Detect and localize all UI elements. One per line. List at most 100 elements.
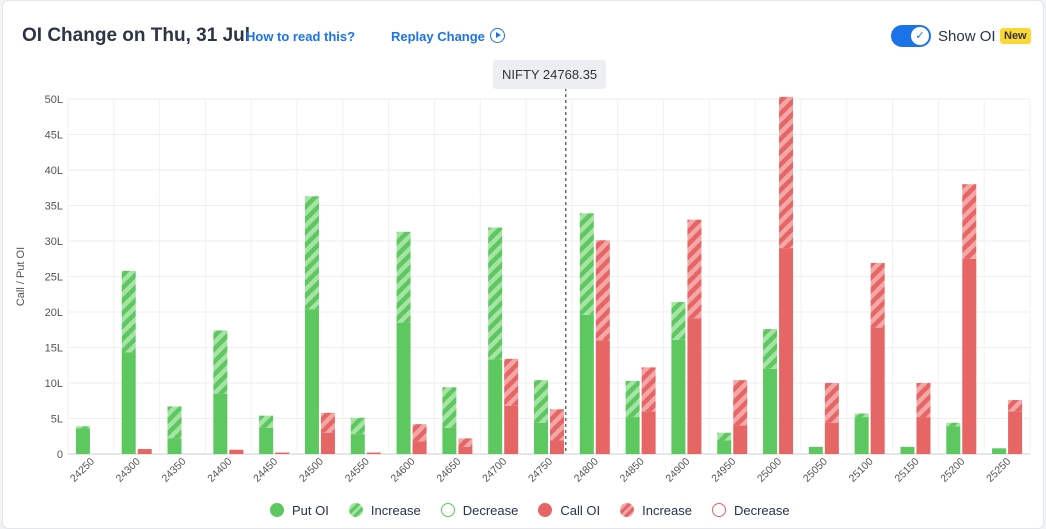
show-oi-toggle[interactable]: ✓ xyxy=(891,25,931,47)
x-tick-label: 24400 xyxy=(205,456,234,485)
x-tick-label: 25150 xyxy=(892,456,921,485)
x-tick-label: 25100 xyxy=(847,456,876,485)
call-oi-bar xyxy=(504,405,519,454)
call-increase-bar xyxy=(779,96,794,249)
put-increase-bar xyxy=(442,387,457,428)
y-tick-label: 35L xyxy=(45,201,63,213)
put-increase-bar xyxy=(579,213,594,315)
put-oi-bar xyxy=(350,434,365,454)
call-increase-bar xyxy=(916,383,931,418)
call-oi-bar xyxy=(779,248,794,454)
call-oi-bar xyxy=(366,452,381,454)
put-increase-bar xyxy=(534,380,548,423)
put-oi-bar xyxy=(854,417,869,454)
legend-item[interactable]: Decrease xyxy=(440,502,519,518)
x-tick-label: 25200 xyxy=(938,456,967,485)
legend-label: Increase xyxy=(370,502,421,518)
put-increase-bar xyxy=(488,227,503,360)
y-tick-label: 30L xyxy=(45,236,63,248)
call-increase-bar xyxy=(733,380,748,426)
x-tick-label: 24700 xyxy=(480,456,509,485)
show-oi-label: Show OI xyxy=(938,28,996,45)
legend-swatch-icon xyxy=(270,503,284,517)
x-tick-label: 24500 xyxy=(297,456,326,485)
put-increase-bar xyxy=(625,380,640,418)
call-oi-bar xyxy=(824,422,839,454)
put-increase-bar xyxy=(763,329,778,369)
call-oi-bar xyxy=(229,449,244,454)
x-tick-label: 24450 xyxy=(251,456,280,485)
put-oi-bar xyxy=(167,438,182,454)
put-increase-bar xyxy=(121,270,136,353)
call-oi-bar xyxy=(641,411,656,454)
y-tick-label: 45L xyxy=(45,130,63,142)
call-oi-bar xyxy=(550,440,564,454)
put-oi-bar xyxy=(808,446,823,454)
legend-item[interactable]: Increase xyxy=(620,503,692,518)
legend-label: Decrease xyxy=(462,502,519,518)
x-tick-label: 24550 xyxy=(343,456,372,485)
put-increase-bar xyxy=(259,415,274,428)
x-tick-label: 25050 xyxy=(801,456,830,485)
call-oi-bar xyxy=(962,258,977,454)
call-increase-bar xyxy=(504,358,519,406)
put-oi-bar xyxy=(763,368,778,454)
put-oi-bar xyxy=(304,309,319,454)
legend-label: Decrease xyxy=(733,502,790,518)
play-circle-icon[interactable] xyxy=(490,28,505,43)
put-oi-bar xyxy=(213,393,228,454)
legend-label: Increase xyxy=(642,502,692,518)
legend-label: Call OI xyxy=(560,502,601,518)
x-tick-label: 25000 xyxy=(755,456,784,485)
call-increase-bar xyxy=(641,367,656,412)
put-increase-bar xyxy=(946,422,961,427)
put-increase-bar xyxy=(213,330,228,394)
call-increase-bar xyxy=(1008,400,1023,412)
y-tick-label: 10L xyxy=(45,378,63,390)
put-oi-bar xyxy=(946,426,961,454)
page-title: OI Change on Thu, 31 Jul xyxy=(22,25,251,46)
spot-price-label: NIFTY 24768.35 xyxy=(493,60,607,89)
put-increase-bar xyxy=(75,426,90,429)
call-increase-bar xyxy=(687,219,702,319)
y-tick-label: 15L xyxy=(45,343,63,355)
call-increase-bar xyxy=(824,383,839,423)
put-oi-bar xyxy=(488,359,503,454)
call-oi-bar xyxy=(137,449,152,454)
put-increase-bar xyxy=(304,196,319,310)
how-to-read-link[interactable]: How to read this? xyxy=(246,29,356,44)
chart-legend: Put OI Increase Decrease Call OI Increase Dec… xyxy=(270,502,810,518)
new-badge: New xyxy=(1000,28,1031,44)
legend-item[interactable]: Put OI xyxy=(270,503,329,518)
put-oi-bar xyxy=(992,448,1007,454)
y-tick-label: 0 xyxy=(57,449,63,461)
put-increase-bar xyxy=(396,231,411,323)
y-tick-label: 40L xyxy=(45,165,63,177)
call-oi-bar xyxy=(687,318,702,454)
x-tick-label: 24800 xyxy=(572,456,601,485)
call-oi-bar xyxy=(412,441,427,454)
legend-swatch-icon xyxy=(348,503,363,517)
call-increase-bar xyxy=(595,240,610,341)
x-tick-label: 24600 xyxy=(389,456,418,485)
x-tick-label: 24850 xyxy=(618,456,647,485)
put-oi-bar xyxy=(717,440,732,454)
put-oi-bar xyxy=(396,322,411,454)
y-tick-label: 20L xyxy=(45,307,63,319)
call-oi-bar xyxy=(916,417,931,454)
call-oi-bar xyxy=(275,452,290,454)
x-tick-label: 24950 xyxy=(709,456,738,485)
x-tick-label: 24300 xyxy=(114,456,143,485)
put-oi-bar xyxy=(900,446,915,454)
put-increase-bar xyxy=(854,413,869,418)
legend-swatch-icon xyxy=(620,503,635,517)
legend-item[interactable]: Increase xyxy=(348,502,421,518)
legend-item[interactable]: Decrease xyxy=(711,502,790,518)
call-increase-bar xyxy=(550,409,564,441)
x-tick-label: 25250 xyxy=(984,456,1013,485)
call-increase-bar xyxy=(320,412,335,433)
replay-change-link[interactable]: Replay Change xyxy=(391,29,485,44)
put-oi-bar xyxy=(259,427,274,454)
legend-item[interactable]: Call OI xyxy=(538,503,600,518)
